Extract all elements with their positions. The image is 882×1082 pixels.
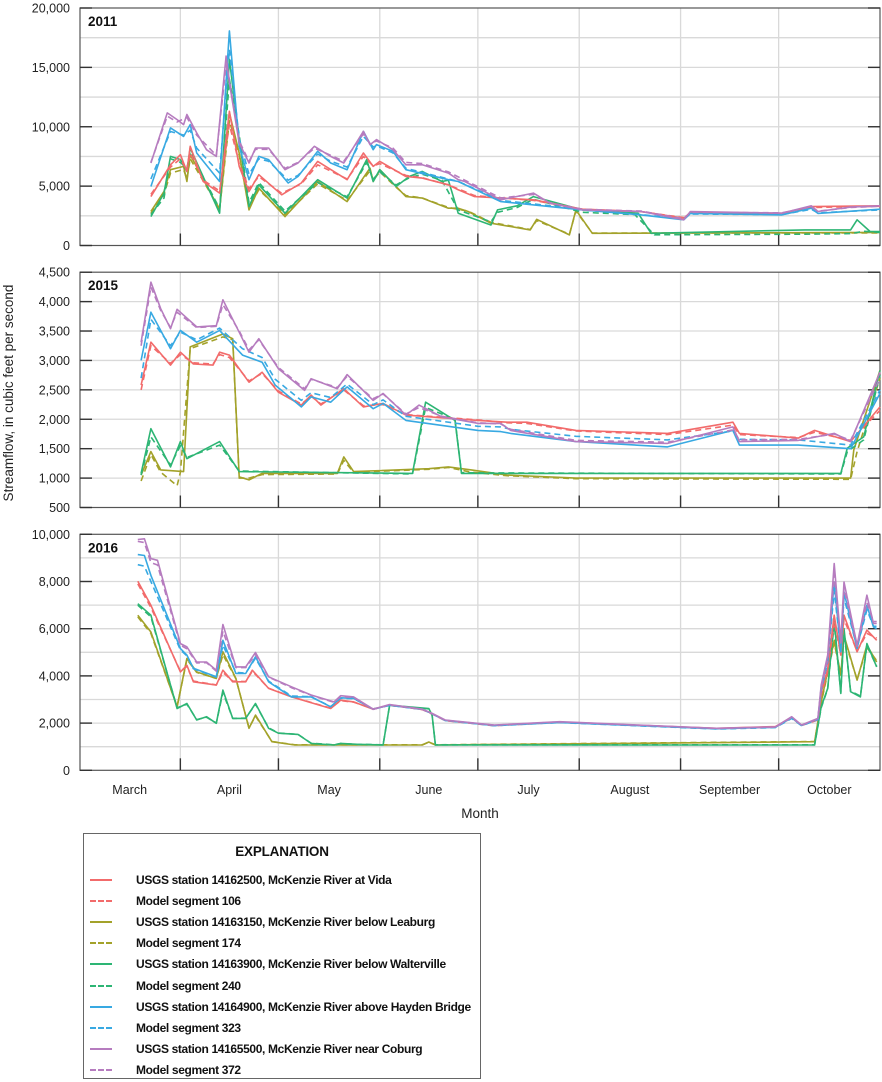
panel-2016: 0 2,000 4,000 6,000 8,000 10,000 2016 xyxy=(32,528,881,778)
legend-label: Model segment 106 xyxy=(136,894,241,909)
solid-line-swatch-icon xyxy=(90,921,112,924)
dashed-line-swatch-icon xyxy=(90,900,112,903)
y-tick-label: 2,500 xyxy=(39,383,70,397)
y-tick-label: 4,000 xyxy=(39,669,70,683)
month-label: August xyxy=(610,783,649,797)
solid-line-swatch-icon xyxy=(90,963,112,966)
month-label: October xyxy=(807,783,851,797)
solid-line-swatch-icon xyxy=(90,879,112,881)
plot-frame xyxy=(79,533,881,771)
month-label: June xyxy=(415,783,442,797)
y-tick-label: 1,000 xyxy=(39,472,70,486)
series-line-seg372 xyxy=(137,540,877,730)
series-line-seg372 xyxy=(140,286,881,444)
month-label: May xyxy=(317,783,341,797)
series-line-seg174 xyxy=(140,336,881,487)
y-tick-label: 3,500 xyxy=(39,325,70,339)
y-tick-label: 1,500 xyxy=(39,442,70,456)
y-tick-label: 6,000 xyxy=(39,622,70,636)
dashed-line-swatch-icon xyxy=(90,942,112,945)
series-line-seg106 xyxy=(150,123,881,219)
series-line-vida xyxy=(137,580,878,730)
month-label: March xyxy=(112,783,147,797)
series-line-seg240 xyxy=(150,78,881,236)
legend-label: USGS station 14163900, McKenzie River be… xyxy=(136,957,446,972)
x-axis-title: Month xyxy=(461,806,499,821)
y-tick-label: 2,000 xyxy=(39,717,70,731)
legend-label: USGS station 14163150, McKenzie River be… xyxy=(136,915,435,930)
series-line-coburg xyxy=(150,55,881,221)
series-line-seg323 xyxy=(150,48,881,220)
series-line-hayden xyxy=(150,30,881,221)
legend-item-hayden: USGS station 14164900, McKenzie River ab… xyxy=(90,998,471,1016)
legend-label: Model segment 174 xyxy=(136,936,241,951)
legend-item-seg106: Model segment 106 xyxy=(90,892,241,910)
dashed-line-swatch-icon xyxy=(90,1068,112,1071)
y-tick-label: 8,000 xyxy=(39,575,70,589)
series-line-seg106 xyxy=(140,344,881,442)
y-tick-label: 10,000 xyxy=(32,528,70,542)
series-line-leaburg xyxy=(140,333,881,481)
series-line-hayden xyxy=(140,311,881,450)
series-line-seg174 xyxy=(150,120,880,235)
y-tick-label: 20,000 xyxy=(32,2,70,16)
y-tick-label: 2,000 xyxy=(39,413,70,427)
legend-label: Model segment 323 xyxy=(136,1020,241,1035)
legend-item-seg174: Model segment 174 xyxy=(90,934,241,952)
legend-item-leaburg: USGS station 14163150, McKenzie River be… xyxy=(90,913,435,931)
y-axis-title: Streamflow, in cubic feet per second xyxy=(1,285,16,502)
y-tick-label: 4,500 xyxy=(39,266,70,280)
series-line-vida xyxy=(140,341,881,443)
legend-item-walterville: USGS station 14163900, McKenzie River be… xyxy=(90,955,446,973)
legend-item-seg372: Model segment 372 xyxy=(90,1061,241,1079)
series-line-leaburg xyxy=(150,112,881,236)
month-label: July xyxy=(517,783,540,797)
legend-label: USGS station 14162500, McKenzie River at… xyxy=(136,873,392,887)
legend-label: USGS station 14165500, McKenzie River ne… xyxy=(136,1041,423,1056)
legend-item-vida: USGS station 14162500, McKenzie River at… xyxy=(90,871,392,889)
legend-label: Model segment 240 xyxy=(136,978,241,993)
panel-2015: 500 1,000 1,500 2,000 2,500 3,000 3,500 4,000 4,… xyxy=(39,266,881,515)
panel-year-label: 2016 xyxy=(88,540,119,555)
y-tick-label: 0 xyxy=(63,239,70,253)
legend-title: EXPLANATION xyxy=(235,844,329,859)
legend-item-seg323: Model segment 323 xyxy=(90,1019,241,1037)
series-line-seg372 xyxy=(150,64,881,220)
y-tick-label: 3,000 xyxy=(39,354,70,368)
legend-item-coburg: USGS station 14165500, McKenzie River ne… xyxy=(90,1040,423,1058)
legend-item-seg240: Model segment 240 xyxy=(90,977,241,995)
legend-label: Model segment 372 xyxy=(136,1062,241,1077)
legend-label: USGS station 14164900, McKenzie River ab… xyxy=(136,999,471,1014)
series-line-seg240 xyxy=(137,604,878,746)
y-tick-label: 10,000 xyxy=(32,120,70,134)
y-tick-label: 500 xyxy=(49,501,70,515)
series-line-seg323 xyxy=(140,318,881,446)
y-tick-label: 0 xyxy=(63,764,70,778)
streamflow-chart: 0 5,000 10,000 15,000 20,000 2011 500 1,000 1,50… xyxy=(1,2,881,821)
panel-year-label: 2011 xyxy=(88,14,118,29)
solid-line-swatch-icon xyxy=(90,1005,112,1008)
month-label: April xyxy=(217,783,242,797)
panel-year-label: 2015 xyxy=(88,278,119,293)
series-line-seg174 xyxy=(137,616,878,746)
month-label: September xyxy=(699,783,760,797)
series-line-walterville xyxy=(150,58,880,235)
y-tick-label: 5,000 xyxy=(39,180,70,194)
series-line-hayden xyxy=(137,553,878,730)
dashed-line-swatch-icon xyxy=(90,984,112,987)
series-line-seg240 xyxy=(140,374,881,476)
dashed-line-swatch-icon xyxy=(90,1026,112,1029)
series-line-seg323 xyxy=(137,563,877,730)
y-tick-label: 15,000 xyxy=(32,61,70,75)
solid-line-swatch-icon xyxy=(90,1047,112,1050)
panel-2011: 0 5,000 10,000 15,000 20,000 2011 xyxy=(32,2,881,253)
legend: EXPLANATION USGS station 14162500, McKen… xyxy=(83,833,481,1079)
y-tick-label: 4,000 xyxy=(39,295,70,309)
